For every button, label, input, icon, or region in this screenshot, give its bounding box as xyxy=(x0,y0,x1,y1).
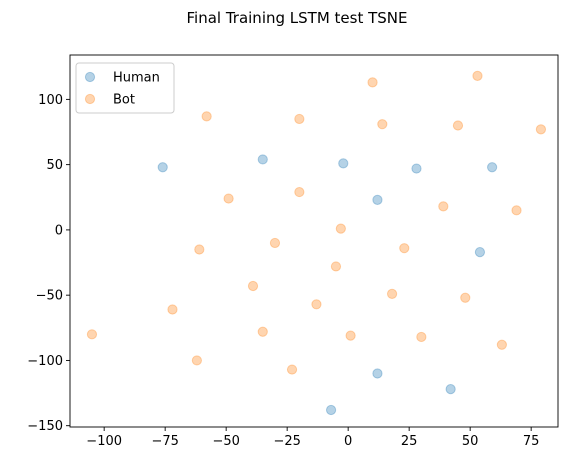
legend-label-human: Human xyxy=(113,71,160,86)
point-human-4 xyxy=(411,163,422,174)
point-human-1 xyxy=(257,154,268,165)
point-bot-7 xyxy=(223,193,234,204)
point-bot-5 xyxy=(452,120,464,131)
point-human-2 xyxy=(338,158,349,169)
point-human-9 xyxy=(325,404,337,416)
point-bot-19 xyxy=(460,292,471,303)
legend-label-bot: Bot xyxy=(113,93,135,108)
series-bot xyxy=(86,70,547,375)
x-tick-label-6: 50 xyxy=(462,434,479,449)
point-bot-20 xyxy=(167,304,178,315)
point-human-6 xyxy=(474,246,486,258)
point-bot-9 xyxy=(438,201,449,212)
y-tick-label-0: −150 xyxy=(27,419,63,434)
y-tick-label-2: −50 xyxy=(36,289,63,304)
point-bot-6 xyxy=(535,124,547,135)
x-tick-label-1: −75 xyxy=(151,434,178,449)
point-bot-10 xyxy=(511,205,522,216)
x-tick-label-0: −100 xyxy=(86,434,122,449)
legend-marker-bot xyxy=(84,93,96,105)
point-bot-18 xyxy=(386,288,398,299)
point-bot-11 xyxy=(194,244,205,255)
x-tick-label-3: −25 xyxy=(273,434,300,449)
point-bot-25 xyxy=(496,339,507,350)
x-tick-label-5: 25 xyxy=(401,434,418,449)
x-tick-label-2: −50 xyxy=(212,434,239,449)
point-human-5 xyxy=(487,162,498,173)
point-bot-12 xyxy=(269,237,281,249)
point-human-7 xyxy=(372,368,383,379)
point-bot-14 xyxy=(399,243,410,254)
y-tick-label-3: 0 xyxy=(55,223,63,238)
series-human xyxy=(157,154,498,416)
point-bot-1 xyxy=(294,113,305,125)
y-tick-label-4: 50 xyxy=(46,158,63,173)
point-bot-21 xyxy=(86,329,98,340)
y-tick-label-1: −100 xyxy=(27,354,63,369)
y-axis: −150 −100 −50 0 50 100 xyxy=(27,93,70,434)
point-bot-8 xyxy=(294,186,305,198)
point-bot-26 xyxy=(191,355,202,366)
x-axis: −100 −75 −50 −25 0 25 50 75 xyxy=(86,427,539,449)
point-bot-13 xyxy=(335,223,346,234)
legend-box xyxy=(75,62,175,114)
point-bot-23 xyxy=(345,330,356,341)
point-human-3 xyxy=(372,194,383,205)
chart-title: Final Training LSTM test TSNE xyxy=(186,9,407,27)
x-tick-label-7: 75 xyxy=(523,434,540,449)
point-bot-15 xyxy=(330,261,342,272)
points-layer xyxy=(86,70,547,416)
point-bot-2 xyxy=(367,77,378,88)
point-bot-17 xyxy=(311,299,322,310)
plot-frame xyxy=(69,54,559,428)
point-bot-22 xyxy=(257,326,268,337)
point-bot-27 xyxy=(286,364,298,375)
legend: Human Bot xyxy=(75,62,175,114)
point-bot-3 xyxy=(377,119,388,130)
point-human-0 xyxy=(157,162,168,173)
point-bot-0 xyxy=(201,111,212,122)
y-tick-label-5: 100 xyxy=(38,93,63,108)
point-bot-16 xyxy=(247,280,259,292)
x-tick-label-4: 0 xyxy=(344,434,352,449)
point-human-8 xyxy=(445,384,456,395)
point-bot-24 xyxy=(416,331,427,343)
point-bot-4 xyxy=(472,70,483,81)
legend-marker-human xyxy=(84,71,96,83)
plot-area xyxy=(70,55,558,427)
